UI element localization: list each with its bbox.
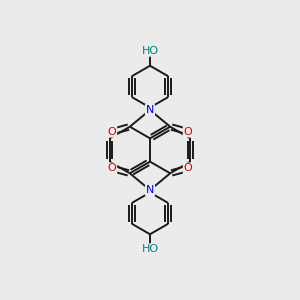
Text: O: O — [108, 127, 116, 137]
Text: O: O — [108, 163, 116, 173]
Text: N: N — [146, 105, 154, 115]
Text: O: O — [184, 127, 192, 137]
Text: O: O — [184, 163, 192, 173]
Text: N: N — [146, 185, 154, 195]
Text: HO: HO — [141, 46, 159, 56]
Text: HO: HO — [141, 244, 159, 254]
